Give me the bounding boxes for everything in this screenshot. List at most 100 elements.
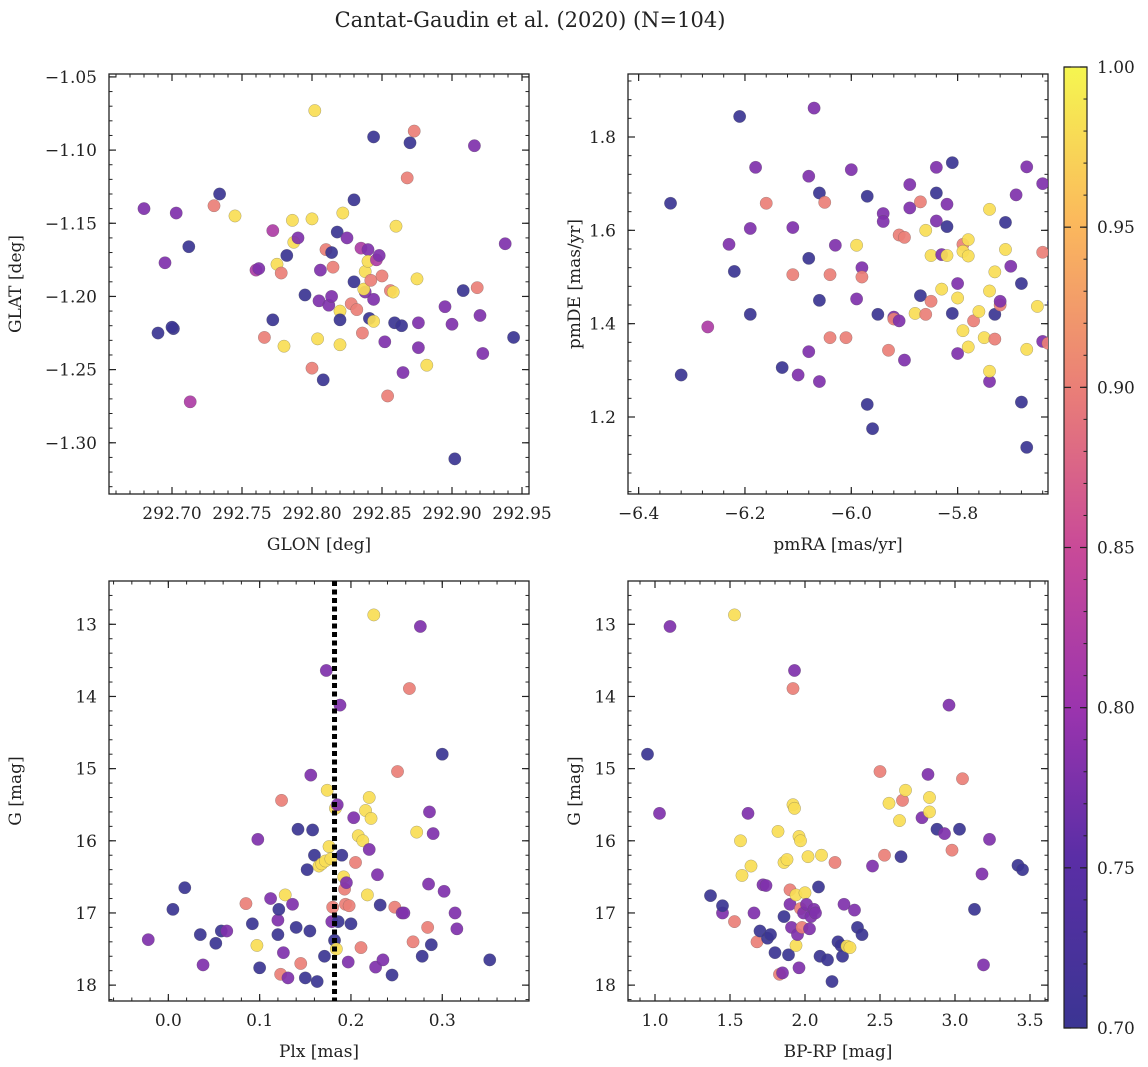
scatter-point — [789, 939, 803, 952]
scatter-point — [894, 850, 908, 864]
scatter-point — [848, 903, 861, 917]
scatter-point — [450, 922, 464, 936]
scatter-point — [411, 341, 425, 355]
y-tick-label: −1.05 — [45, 68, 97, 88]
scatter-point — [743, 222, 757, 235]
scatter-point — [786, 221, 800, 234]
scatter-point — [866, 859, 879, 873]
scatter-point — [386, 285, 400, 299]
scatter-point — [951, 347, 965, 360]
scatter-point — [993, 294, 1007, 308]
scatter-point — [341, 955, 355, 969]
x-axis-label: Plx [mas] — [279, 1042, 359, 1062]
y-tick-label: 14 — [594, 687, 616, 707]
scatter-point — [310, 975, 324, 988]
scatter-point — [945, 306, 959, 320]
scatter-point — [788, 801, 801, 815]
scatter-point — [274, 266, 288, 280]
scatter-point — [289, 920, 303, 934]
scatter-point — [266, 224, 280, 237]
colorbar-tick-label: 0.70 — [1097, 1019, 1135, 1039]
scatter-point — [476, 347, 490, 360]
scatter-point — [940, 249, 954, 262]
x-tick-label: 292.80 — [282, 504, 341, 524]
y-axis-label: pmDE [mas/yr] — [565, 219, 585, 349]
scatter-point — [951, 277, 965, 290]
scatter-point — [968, 902, 981, 916]
scatter-point — [318, 949, 331, 963]
scatter-point — [361, 243, 375, 257]
scatter-point — [415, 949, 429, 963]
scatter-point — [938, 827, 951, 840]
scatter-point — [919, 307, 933, 321]
scatter-point — [873, 765, 887, 778]
x-axis-label: GLON [deg] — [267, 535, 371, 555]
scatter-point — [802, 169, 816, 183]
x-tick-label: 3.5 — [1016, 1011, 1043, 1031]
colorbar-tick-label: 0.80 — [1097, 699, 1135, 719]
scatter-point — [825, 975, 839, 988]
scatter-point — [975, 867, 989, 881]
scatter-point — [728, 608, 741, 622]
x-tick-label: 2.5 — [866, 1011, 893, 1031]
scatter-point — [251, 832, 265, 846]
scatter-point — [308, 848, 321, 862]
scatter-point — [354, 941, 368, 954]
scatter-point — [213, 187, 227, 201]
scatter-point — [381, 389, 394, 403]
x-tick-label: 292.95 — [492, 504, 551, 524]
scatter-point — [727, 264, 741, 278]
scatter-point — [420, 358, 434, 372]
scatter-point — [250, 939, 264, 952]
scatter-point — [275, 793, 288, 807]
scatter-point — [983, 832, 996, 846]
scatter-point — [350, 303, 364, 317]
scatter-point — [196, 958, 210, 972]
scatter-point — [277, 339, 291, 353]
scatter-point — [252, 262, 266, 276]
scatter-point — [158, 256, 172, 270]
scatter-point — [956, 772, 969, 786]
y-tick-label: −1.25 — [45, 361, 97, 381]
scatter-point — [860, 189, 874, 203]
scatter-point — [818, 195, 832, 209]
scatter-point — [866, 422, 879, 436]
x-tick-label: −6.2 — [724, 504, 765, 524]
scatter-point — [972, 305, 986, 318]
scatter-point — [445, 317, 459, 331]
scatter-point — [653, 806, 666, 820]
scatter-points — [137, 104, 520, 466]
scatter-point — [360, 888, 374, 902]
scatter-point — [344, 917, 358, 931]
scatter-point — [320, 783, 334, 797]
x-tick-label: 0.1 — [246, 1011, 273, 1031]
scatter-point — [734, 834, 747, 848]
x-tick-label: 3.0 — [941, 1011, 968, 1031]
scatter-point — [923, 805, 936, 819]
scatter-point — [347, 193, 361, 207]
scatter-point — [914, 289, 927, 303]
plot-frame — [108, 73, 530, 495]
scatter-point — [850, 238, 864, 252]
scatter-point — [411, 316, 425, 330]
scatter-point — [413, 620, 427, 633]
y-tick-label: 16 — [75, 832, 97, 852]
panel-glon-glat: 292.70 292.75 292.80 292.85 292.90 292.95 −1.0… — [6, 68, 552, 555]
colorbar-tick-label: 0.75 — [1097, 859, 1135, 879]
scatter-point — [803, 922, 816, 936]
scatter-point — [437, 884, 451, 898]
scatter-point — [257, 331, 271, 344]
scatter-point — [899, 783, 912, 797]
scatter-point — [815, 848, 828, 862]
scatter-point — [367, 130, 380, 144]
scatter-point — [1030, 299, 1044, 313]
scatter-point — [347, 275, 361, 289]
scatter-point — [704, 889, 717, 903]
scatter-point — [792, 961, 806, 975]
scatter-point — [850, 292, 864, 306]
scatter-point — [983, 364, 996, 378]
scatter-point — [421, 920, 435, 934]
scatter-point — [953, 822, 966, 836]
scatter-point — [271, 928, 285, 942]
scatter-point — [802, 345, 816, 359]
